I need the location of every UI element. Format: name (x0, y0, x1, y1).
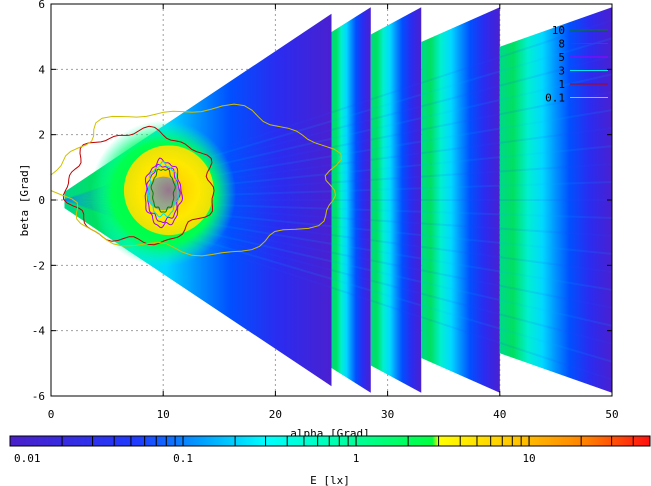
contour-1 (62, 125, 215, 246)
y-tick-label: 2 (38, 129, 45, 142)
y-axis-label: beta [Grad] (18, 164, 31, 237)
contour-3 (147, 160, 179, 218)
x-tick-label: 20 (269, 408, 282, 421)
colorbar-gradient (9, 435, 651, 447)
beam-segment (421, 7, 500, 393)
beam-segment (370, 7, 422, 393)
x-axis-ticks: 0 10 20 30 40 50 (48, 4, 619, 421)
legend-label: 0.1 (545, 92, 565, 105)
colorbar: 0.01 0.1 1 10 (9, 435, 651, 465)
colorbar-label: E [lx] (310, 474, 350, 486)
legend-label: 10 (552, 24, 565, 37)
hotspot-center (146, 176, 181, 211)
legend-label: 5 (558, 51, 565, 64)
intensity-map (64, 7, 612, 393)
contour-10 (150, 168, 176, 213)
y-tick-label: -2 (32, 259, 45, 272)
x-tick-label: 0 (48, 408, 55, 421)
beam-segment (331, 7, 371, 393)
y-axis-ticks: -6 -4 -2 0 2 4 6 (32, 0, 612, 403)
x-tick-label: 40 (493, 408, 506, 421)
y-tick-label: -6 (32, 390, 45, 403)
y-tick-label: 0 (38, 194, 45, 207)
colorbar-tick-label: 0.1 (173, 452, 193, 465)
colorbar-tick-label: 1 (353, 452, 360, 465)
colorbar-ticks: 0.01 0.1 1 10 (9, 436, 651, 465)
contour-lines (51, 103, 342, 257)
x-tick-label: 50 (605, 408, 618, 421)
beam-segment (499, 7, 612, 393)
y-tick-label: -4 (32, 325, 46, 338)
colorbar-tick-label: 0.01 (14, 452, 41, 465)
contour-5 (144, 157, 184, 229)
y-tick-label: 6 (38, 0, 45, 11)
colorbar-tick-label: 10 (522, 452, 535, 465)
contour-0.1 (51, 103, 342, 257)
legend-label: 1 (558, 78, 565, 91)
legend-label: 8 (558, 38, 565, 51)
x-tick-label: 10 (157, 408, 170, 421)
x-tick-label: 30 (381, 408, 394, 421)
y-tick-label: 4 (38, 63, 45, 76)
legend-label: 3 (558, 65, 565, 78)
